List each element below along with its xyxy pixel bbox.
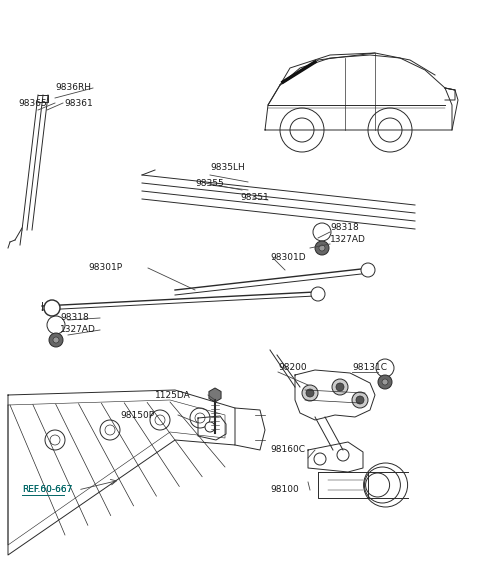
Text: 1327AD: 1327AD <box>330 236 366 244</box>
Text: 98355: 98355 <box>195 178 224 188</box>
Text: 98318: 98318 <box>330 224 359 232</box>
Text: REF.60-667: REF.60-667 <box>22 486 72 495</box>
Circle shape <box>315 241 329 255</box>
Circle shape <box>382 379 388 385</box>
Text: 9835LH: 9835LH <box>210 164 245 173</box>
Circle shape <box>302 385 318 401</box>
Text: 98301P: 98301P <box>88 264 122 272</box>
Text: 98150P: 98150P <box>120 411 154 419</box>
Text: 98131C: 98131C <box>352 363 387 372</box>
Text: 98200: 98200 <box>278 363 307 372</box>
Circle shape <box>336 383 344 391</box>
Circle shape <box>356 396 364 404</box>
Text: REF.60-667: REF.60-667 <box>22 486 72 495</box>
Circle shape <box>311 287 325 301</box>
Circle shape <box>45 430 65 450</box>
Text: 98351: 98351 <box>240 193 269 202</box>
Text: 1327AD: 1327AD <box>60 325 96 335</box>
Text: 98365: 98365 <box>18 98 47 108</box>
Circle shape <box>314 453 326 465</box>
Circle shape <box>319 245 325 251</box>
Text: 98318: 98318 <box>60 313 89 323</box>
Circle shape <box>332 379 348 395</box>
Circle shape <box>378 375 392 389</box>
Circle shape <box>150 410 170 430</box>
Circle shape <box>361 263 375 277</box>
Text: 98301D: 98301D <box>270 253 306 263</box>
Circle shape <box>44 300 60 316</box>
Circle shape <box>190 408 210 428</box>
Circle shape <box>53 337 59 343</box>
Circle shape <box>100 420 120 440</box>
Circle shape <box>205 422 215 432</box>
Text: 9836RH: 9836RH <box>55 84 91 93</box>
Circle shape <box>306 389 314 397</box>
Text: 98100: 98100 <box>270 486 299 495</box>
Text: 98160C: 98160C <box>270 446 305 455</box>
Circle shape <box>49 333 63 347</box>
Circle shape <box>352 392 368 408</box>
Text: 98361: 98361 <box>64 98 93 108</box>
Text: 1125DA: 1125DA <box>155 391 191 399</box>
Circle shape <box>337 449 349 461</box>
